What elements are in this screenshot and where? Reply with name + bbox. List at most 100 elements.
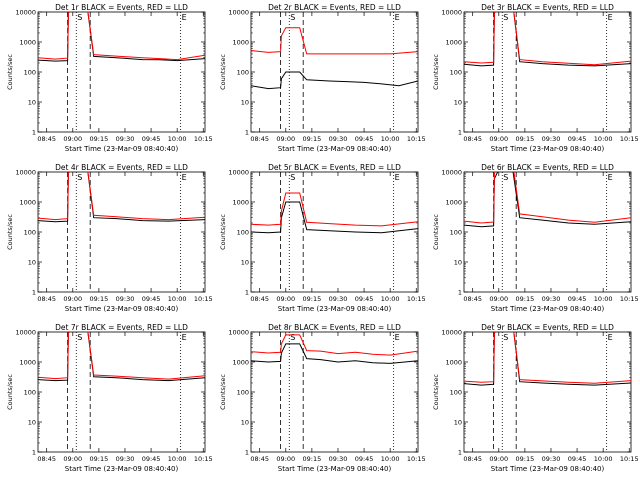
- y-tick-label: 10000: [228, 9, 249, 17]
- x-axis-label: Start Time (23-Mar-09 08:40:40): [65, 145, 179, 153]
- y-tick-label: 100: [450, 69, 462, 77]
- event-marker-label: E: [608, 333, 613, 342]
- y-tick-label: 1: [32, 289, 36, 297]
- x-tick-label: 09:00: [489, 295, 508, 303]
- chart-title: Det 7r BLACK = Events, RED = LLD: [55, 323, 188, 332]
- x-tick-label: 09:30: [116, 295, 135, 303]
- y-tick-label: 1000: [445, 359, 462, 367]
- chart-title: Det 3r BLACK = Events, RED = LLD: [481, 3, 614, 12]
- x-tick-label: 09:30: [329, 455, 348, 463]
- x-axis-label: Start Time (23-Mar-09 08:40:40): [65, 465, 179, 473]
- x-tick-label: 09:00: [63, 135, 82, 143]
- x-tick-label: 09:30: [542, 295, 561, 303]
- y-tick-label: 1000: [19, 359, 36, 367]
- x-tick-label: 09:00: [63, 455, 82, 463]
- x-tick-label: 10:00: [168, 135, 187, 143]
- series-line-events: [464, 332, 631, 386]
- detector-chart: Det 6r BLACK = Events, RED = LLD 1 10 100 10…: [432, 163, 639, 313]
- series-line-lld: [251, 334, 418, 356]
- y-tick-label: 10000: [441, 9, 462, 17]
- series-line-lld: [251, 27, 418, 55]
- x-tick-label: 09:45: [568, 135, 587, 143]
- detector-chart: Det 7r BLACK = Events, RED = LLD 1 10 100 10…: [6, 323, 213, 473]
- series-line-events: [251, 343, 418, 364]
- y-tick-label: 10: [241, 259, 249, 267]
- y-tick-label: 100: [24, 69, 36, 77]
- detector-chart: Det 2r BLACK = Events, RED = LLD 1 10 100 10…: [219, 3, 426, 153]
- event-marker-label: S: [503, 173, 508, 182]
- x-tick-label: 10:00: [594, 455, 613, 463]
- chart-title: Det 6r BLACK = Events, RED = LLD: [481, 163, 614, 172]
- series-line-events: [464, 172, 631, 228]
- series-line-lld: [251, 192, 418, 227]
- y-tick-label: 10: [28, 419, 36, 427]
- y-axis-label: Counts/sec: [6, 374, 14, 410]
- plot-frame: [463, 11, 632, 133]
- event-marker-label: S: [77, 173, 82, 182]
- y-tick-label: 10: [454, 419, 462, 427]
- series-group: [251, 27, 418, 90]
- y-tick-label: 100: [237, 69, 249, 77]
- y-tick-label: 100: [24, 229, 36, 237]
- series-line-events: [464, 12, 631, 67]
- y-tick-label: 100: [237, 229, 249, 237]
- x-tick-label: 09:15: [516, 455, 535, 463]
- event-marker-label: E: [395, 173, 400, 182]
- event-marker-label: E: [182, 333, 187, 342]
- y-tick-label: 10000: [15, 329, 36, 337]
- y-tick-label: 1: [458, 449, 462, 457]
- y-tick-label: 1: [245, 129, 249, 137]
- chart-title: Det 8r BLACK = Events, RED = LLD: [268, 323, 401, 332]
- x-tick-label: 09:00: [276, 455, 295, 463]
- chart-title: Det 2r BLACK = Events, RED = LLD: [268, 3, 401, 12]
- series-line-lld: [464, 12, 631, 66]
- detector-chart: Det 3r BLACK = Events, RED = LLD 1 10 100 10…: [432, 3, 639, 153]
- event-marker-label: S: [290, 13, 295, 22]
- y-tick-label: 10: [241, 99, 249, 107]
- event-marker-label: S: [503, 13, 508, 22]
- event-marker-label: E: [182, 173, 187, 182]
- series-line-lld: [38, 12, 205, 61]
- y-axis-label: Counts/sec: [432, 54, 440, 90]
- y-tick-label: 10: [241, 419, 249, 427]
- x-tick-label: 10:00: [381, 295, 400, 303]
- y-axis-label: Counts/sec: [432, 214, 440, 250]
- plot-frame: [37, 11, 206, 133]
- x-tick-label: 10:00: [594, 135, 613, 143]
- x-tick-label: 10:15: [194, 455, 213, 463]
- event-marker-label: E: [395, 13, 400, 22]
- detector-chart: Det 4r BLACK = Events, RED = LLD 1 10 100 10…: [6, 163, 213, 313]
- x-tick-label: 09:00: [489, 455, 508, 463]
- x-tick-label: 09:45: [568, 295, 587, 303]
- x-tick-label: 09:30: [116, 135, 135, 143]
- x-tick-label: 10:00: [168, 455, 187, 463]
- x-tick-label: 10:15: [620, 295, 639, 303]
- y-tick-label: 10000: [15, 169, 36, 177]
- y-tick-label: 1000: [445, 39, 462, 47]
- x-tick-label: 08:45: [463, 455, 482, 463]
- event-marker-label: S: [503, 333, 508, 342]
- series-group: [464, 172, 631, 228]
- x-tick-label: 10:15: [620, 135, 639, 143]
- x-tick-label: 09:00: [276, 135, 295, 143]
- x-axis-label: Start Time (23-Mar-09 08:40:40): [278, 145, 392, 153]
- x-tick-label: 10:15: [194, 295, 213, 303]
- x-tick-label: 09:00: [489, 135, 508, 143]
- x-tick-label: 09:30: [329, 295, 348, 303]
- event-marker-label: S: [77, 13, 82, 22]
- x-tick-label: 09:00: [276, 295, 295, 303]
- x-tick-label: 09:30: [542, 455, 561, 463]
- chart-title: Det 9r BLACK = Events, RED = LLD: [481, 323, 614, 332]
- chart-title: Det 5r BLACK = Events, RED = LLD: [268, 163, 401, 172]
- y-tick-label: 10: [28, 259, 36, 267]
- plot-frame: [37, 331, 206, 453]
- y-tick-label: 10000: [441, 329, 462, 337]
- series-line-events: [251, 201, 418, 234]
- x-tick-label: 08:45: [37, 135, 56, 143]
- x-tick-label: 09:45: [355, 295, 374, 303]
- event-marker-label: S: [77, 333, 82, 342]
- x-tick-label: 10:00: [168, 295, 187, 303]
- x-tick-label: 09:15: [303, 455, 322, 463]
- series-group: [38, 12, 205, 62]
